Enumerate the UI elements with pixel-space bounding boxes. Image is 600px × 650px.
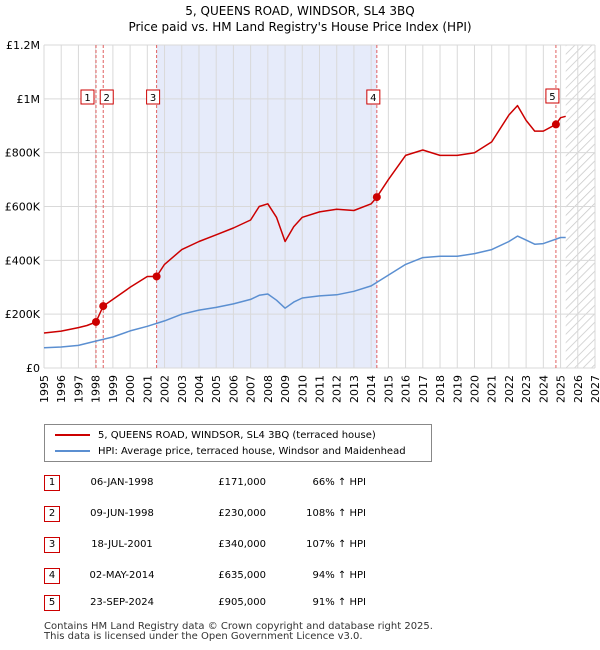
- sale-price: £340,000: [218, 539, 266, 550]
- x-tick-label: 2018: [434, 375, 447, 403]
- sale-price: £635,000: [218, 570, 266, 581]
- x-tick-label: 2013: [348, 375, 361, 403]
- sale-label-box: [146, 89, 161, 105]
- sale-date: 23-SEP-2024: [90, 597, 154, 608]
- x-tick-label: 2027: [589, 375, 600, 403]
- sale-date: 09-JUN-1998: [90, 508, 154, 519]
- property-series-line: [43, 104, 566, 334]
- x-tick-label: 2000: [124, 375, 137, 403]
- x-tick-label: 2008: [262, 375, 275, 403]
- legend: 5, QUEENS ROAD, WINDSOR, SL4 3BQ (terrac…: [44, 424, 432, 462]
- x-tick-label: 1999: [107, 375, 120, 403]
- sale-number-badge: 3: [44, 537, 60, 553]
- sale-label-text: 4: [370, 93, 376, 104]
- legend-swatch-hpi: [55, 450, 90, 452]
- y-tick-label: £400K: [5, 254, 41, 267]
- x-tick-label: 2007: [245, 375, 258, 403]
- sale-price: £171,000: [218, 477, 266, 488]
- sale-label-text: 3: [150, 93, 156, 104]
- sale-hpi-change: 91% ↑ HPI: [312, 597, 366, 608]
- sale-number-badge: 2: [44, 506, 60, 522]
- y-tick-label: £1.2M: [6, 39, 40, 52]
- y-tick-label: £1M: [17, 93, 41, 106]
- sale-label-text: 5: [549, 92, 555, 103]
- x-tick-label: 2009: [279, 375, 292, 403]
- legend-item-property: 5, QUEENS ROAD, WINDSOR, SL4 3BQ (terrac…: [55, 429, 376, 443]
- footer-copyright: Contains HM Land Registry data © Crown c…: [44, 621, 433, 632]
- price-chart: 1 2 3 4 5 £0 £200K £400K £600K £800K £1M £1.2M 1995 1…: [5, 39, 600, 403]
- sale-price: £230,000: [218, 508, 266, 519]
- x-tick-label: 2010: [296, 375, 309, 403]
- x-tick-label: 1996: [55, 375, 68, 403]
- x-tick-label: 2023: [520, 375, 533, 403]
- sale-point: [99, 302, 108, 311]
- x-tick-label: 2005: [210, 375, 223, 403]
- footer: Contains HM Land Registry data © Crown c…: [44, 622, 433, 642]
- legend-item-hpi: HPI: Average price, terraced house, Wind…: [55, 445, 406, 459]
- sale-hpi-change: 107% ↑ HPI: [306, 539, 366, 550]
- x-tick-label: 2014: [365, 375, 378, 403]
- x-tick-label: 2003: [176, 375, 189, 403]
- x-tick-label: 2025: [555, 375, 568, 403]
- legend-label-property: 5, QUEENS ROAD, WINDSOR, SL4 3BQ (terrac…: [98, 430, 376, 441]
- hpi-series-line: [43, 235, 566, 349]
- x-tick-label: 2015: [382, 375, 395, 403]
- sale-label-box: [366, 89, 381, 105]
- y-tick-label: £800K: [5, 147, 41, 160]
- x-tick-label: 1995: [38, 375, 51, 403]
- sale-hpi-change: 66% ↑ HPI: [312, 477, 366, 488]
- chart-title: 5, QUEENS ROAD, WINDSOR, SL4 3BQ: [185, 4, 415, 18]
- chart-subtitle: Price paid vs. HM Land Registry's House …: [128, 20, 472, 34]
- x-tick-label: 2004: [193, 375, 206, 403]
- x-tick-label: 2012: [331, 375, 344, 403]
- sale-date: 02-MAY-2014: [89, 570, 155, 581]
- x-tick-label: 2011: [314, 375, 327, 403]
- x-tick-label: 1998: [90, 375, 103, 403]
- sale-point: [152, 272, 161, 281]
- sale-point: [92, 317, 101, 326]
- footer-licence: This data is licensed under the Open Gov…: [44, 631, 363, 642]
- x-tick-label: 2001: [141, 375, 154, 403]
- legend-swatch-property: [55, 434, 90, 436]
- x-tick-label: 2026: [572, 375, 585, 403]
- sale-date: 06-JAN-1998: [90, 477, 154, 488]
- sale-label-text: 2: [104, 93, 110, 104]
- sale-hpi-change: 108% ↑ HPI: [306, 508, 366, 519]
- x-tick-label: 1997: [72, 375, 85, 403]
- sale-number-badge: 5: [44, 595, 60, 611]
- x-tick-label: 2002: [159, 375, 172, 403]
- x-tick-label: 2024: [537, 375, 550, 403]
- chart-title-block: 5, QUEENS ROAD, WINDSOR, SL4 3BQ Price p…: [0, 3, 600, 35]
- sale-number-badge: 1: [44, 475, 60, 491]
- x-tick-label: 2017: [417, 375, 430, 403]
- x-tick-label: 2016: [400, 375, 413, 403]
- sale-number-badge: 4: [44, 568, 60, 584]
- sale-label-text: 1: [84, 93, 90, 104]
- x-tick-label: 2020: [468, 375, 481, 403]
- sale-label-box: [80, 89, 95, 105]
- y-tick-label: £200K: [5, 308, 41, 321]
- x-tick-label: 2006: [227, 375, 240, 403]
- y-tick-label: £600K: [5, 201, 41, 214]
- x-tick-label: 2022: [503, 375, 516, 403]
- sale-point: [372, 193, 381, 202]
- y-tick-label: £0: [26, 362, 40, 375]
- sale-label-box: [545, 88, 560, 104]
- sale-date: 18-JUL-2001: [91, 539, 153, 550]
- sale-point: [551, 120, 560, 129]
- legend-label-hpi: HPI: Average price, terraced house, Wind…: [98, 446, 406, 457]
- x-tick-label: 2019: [451, 375, 464, 403]
- sale-hpi-change: 94% ↑ HPI: [312, 570, 366, 581]
- sale-price: £905,000: [218, 597, 266, 608]
- sale-label-box: [99, 89, 114, 105]
- x-tick-label: 2021: [486, 375, 499, 403]
